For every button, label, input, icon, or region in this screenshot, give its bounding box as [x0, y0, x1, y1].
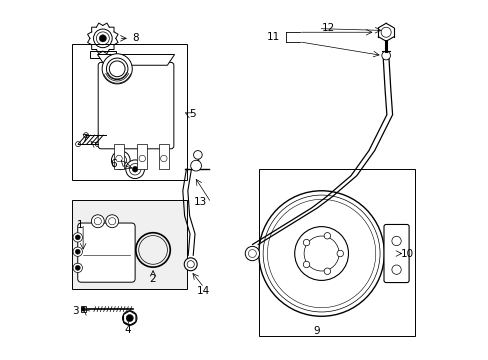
Circle shape — [391, 265, 400, 274]
Circle shape — [83, 133, 88, 138]
Circle shape — [118, 157, 123, 163]
Circle shape — [111, 151, 130, 170]
Text: 3: 3 — [72, 306, 79, 316]
Circle shape — [126, 315, 133, 321]
Text: 5: 5 — [188, 109, 195, 119]
Bar — [72, 44, 187, 180]
Circle shape — [103, 133, 108, 138]
Circle shape — [81, 307, 85, 311]
Circle shape — [380, 27, 390, 37]
Text: 1: 1 — [77, 220, 83, 230]
Circle shape — [132, 166, 138, 172]
Circle shape — [324, 268, 330, 274]
Bar — [137, 144, 147, 169]
Text: 4: 4 — [124, 325, 131, 335]
Circle shape — [258, 191, 384, 316]
Circle shape — [116, 155, 122, 162]
Circle shape — [75, 235, 80, 240]
Circle shape — [93, 29, 112, 48]
FancyBboxPatch shape — [98, 62, 174, 149]
Circle shape — [109, 61, 125, 77]
Text: 13: 13 — [193, 197, 206, 207]
Circle shape — [95, 141, 100, 147]
Circle shape — [294, 226, 348, 280]
Circle shape — [391, 236, 400, 246]
Text: 14: 14 — [196, 286, 209, 296]
Circle shape — [139, 155, 145, 162]
Circle shape — [75, 265, 80, 270]
Text: 12: 12 — [321, 23, 334, 33]
Bar — [81, 306, 86, 312]
Bar — [90, 50, 116, 58]
Text: 9: 9 — [312, 325, 319, 336]
Circle shape — [75, 249, 80, 254]
Circle shape — [76, 141, 81, 147]
Circle shape — [106, 58, 128, 80]
Text: 7: 7 — [81, 134, 88, 144]
Polygon shape — [97, 54, 174, 65]
Circle shape — [99, 35, 106, 42]
Circle shape — [125, 160, 144, 179]
Text: 8: 8 — [132, 33, 139, 43]
Circle shape — [122, 311, 137, 325]
Text: 2: 2 — [149, 274, 156, 284]
Circle shape — [304, 236, 338, 271]
Bar — [258, 169, 414, 336]
Text: 6: 6 — [110, 159, 117, 169]
Circle shape — [244, 246, 259, 261]
Circle shape — [381, 51, 389, 60]
Circle shape — [303, 239, 309, 246]
Bar — [159, 144, 168, 169]
Circle shape — [190, 160, 201, 171]
Circle shape — [73, 233, 82, 242]
Bar — [114, 144, 124, 169]
Circle shape — [336, 250, 343, 257]
Circle shape — [105, 215, 119, 228]
Bar — [72, 200, 187, 289]
FancyBboxPatch shape — [383, 225, 408, 283]
Circle shape — [73, 263, 82, 273]
Circle shape — [91, 215, 104, 228]
Text: 10: 10 — [400, 248, 413, 258]
Circle shape — [303, 261, 309, 268]
Circle shape — [324, 233, 330, 239]
Circle shape — [193, 150, 202, 159]
Text: 11: 11 — [266, 32, 280, 42]
Circle shape — [184, 258, 197, 271]
Circle shape — [160, 155, 167, 162]
FancyBboxPatch shape — [78, 223, 135, 282]
Circle shape — [102, 54, 132, 84]
Circle shape — [73, 247, 82, 256]
